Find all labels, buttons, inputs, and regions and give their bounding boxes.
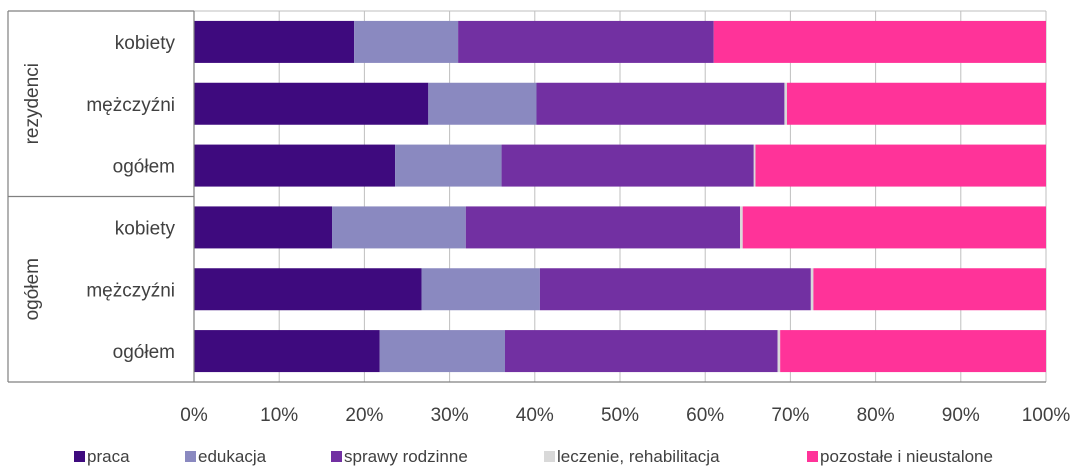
legend-label: sprawy rodzinne xyxy=(344,447,468,466)
bar-segment-leczenie-rehabilitacja xyxy=(753,144,756,187)
bar-segment-edukacja xyxy=(332,206,466,249)
category-label: kobiety xyxy=(115,33,176,54)
category-label: mężczyźni xyxy=(86,280,175,301)
legend-item: edukacja xyxy=(185,447,267,466)
x-tick-label: 10% xyxy=(260,405,298,426)
bar-segment-sprawy-rodzinne xyxy=(465,206,741,249)
bar-segment-praca xyxy=(194,268,422,311)
category-label: ogółem xyxy=(113,157,175,178)
bar-segment-praca xyxy=(194,20,355,63)
legend-swatch xyxy=(331,451,342,462)
category-label: mężczyźni xyxy=(86,95,175,116)
axes xyxy=(7,10,1046,383)
x-tick-label: 70% xyxy=(771,405,809,426)
x-tick-label: 60% xyxy=(686,405,724,426)
bar-segment-pozostałe-i-nieustalone xyxy=(813,268,1046,311)
bar-row xyxy=(194,206,1046,249)
category-label: kobiety xyxy=(115,218,176,239)
bar-segment-praca xyxy=(194,330,380,373)
bar-row xyxy=(194,268,1046,311)
legend-swatch xyxy=(185,451,196,462)
bar-segment-sprawy-rodzinne xyxy=(458,20,714,63)
bar-segment-edukacja xyxy=(421,268,540,311)
bar-segment-edukacja xyxy=(379,330,505,373)
bar-row xyxy=(194,20,1046,63)
category-labels: kobiety mężczyźni ogółem kobiety mężczyźni og… xyxy=(22,33,175,363)
bar-row xyxy=(194,330,1046,373)
bar-segment-leczenie-rehabilitacja xyxy=(740,206,743,249)
legend-item: sprawy rodzinne xyxy=(331,447,468,466)
category-label: ogółem xyxy=(113,342,175,363)
x-tick-label: 40% xyxy=(516,405,554,426)
x-tick-labels: 0% 10% 20% 30% 40% 50% 60% 70% 80% 90% 100% xyxy=(180,405,1070,426)
bar-segment-pozostałe-i-nieustalone xyxy=(713,20,1046,63)
legend-label: pozostałe i nieustalone xyxy=(820,447,993,466)
legend-label: edukacja xyxy=(198,447,267,466)
x-tick-label: 0% xyxy=(180,405,208,426)
bar-segment-praca xyxy=(194,82,429,125)
bar-segment-praca xyxy=(194,206,333,249)
legend-label: praca xyxy=(87,447,130,466)
legend-item: pozostałe i nieustalone xyxy=(807,447,993,466)
legend-label: leczenie, rehabilitacja xyxy=(557,447,720,466)
bars xyxy=(194,20,1046,373)
bar-segment-leczenie-rehabilitacja xyxy=(784,82,787,125)
bar-segment-pozostałe-i-nieustalone xyxy=(780,330,1046,373)
legend-swatch xyxy=(544,451,555,462)
legend-swatch xyxy=(74,451,85,462)
x-tick-label: 100% xyxy=(1022,405,1071,426)
bar-segment-pozostałe-i-nieustalone xyxy=(786,82,1046,125)
bar-row xyxy=(194,144,1046,187)
x-tick-label: 90% xyxy=(942,405,980,426)
bar-segment-pozostałe-i-nieustalone xyxy=(742,206,1046,249)
bar-segment-sprawy-rodzinne xyxy=(501,144,754,187)
bar-segment-edukacja xyxy=(428,82,537,125)
bar-row xyxy=(194,82,1046,125)
x-tick-label: 80% xyxy=(857,405,895,426)
group-label: ogółem xyxy=(22,258,43,320)
legend-swatch xyxy=(807,451,818,462)
grid-lines xyxy=(193,10,1047,382)
x-tick-label: 50% xyxy=(601,405,639,426)
legend-item: leczenie, rehabilitacja xyxy=(544,447,720,466)
group-label: rezydenci xyxy=(22,63,43,144)
x-tick-label: 20% xyxy=(345,405,383,426)
bar-segment-leczenie-rehabilitacja xyxy=(777,330,781,373)
bar-segment-sprawy-rodzinne xyxy=(536,82,785,125)
bar-segment-edukacja xyxy=(395,144,502,187)
bar-segment-leczenie-rehabilitacja xyxy=(810,268,814,311)
bar-segment-pozostałe-i-nieustalone xyxy=(755,144,1046,187)
bar-segment-praca xyxy=(194,144,396,187)
legend-item: praca xyxy=(74,447,130,466)
bar-segment-sprawy-rodzinne xyxy=(504,330,778,373)
bar-segment-sprawy-rodzinne xyxy=(539,268,811,311)
legend: praca edukacja sprawy rodzinne leczenie, re… xyxy=(74,447,993,466)
x-tick-label: 30% xyxy=(431,405,469,426)
bar-segment-edukacja xyxy=(354,20,459,63)
